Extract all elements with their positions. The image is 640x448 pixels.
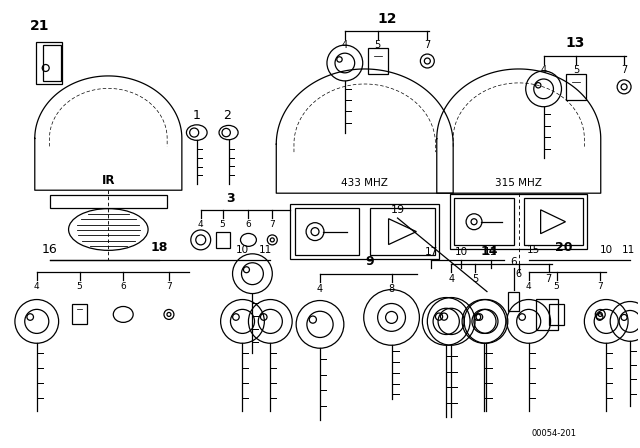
- Bar: [216, 232, 230, 248]
- Bar: [368, 48, 388, 74]
- Text: 21: 21: [30, 19, 49, 33]
- Text: 9: 9: [365, 255, 374, 268]
- Bar: [566, 74, 586, 100]
- Bar: [508, 292, 519, 311]
- Text: 5: 5: [220, 220, 225, 228]
- Text: 7: 7: [166, 282, 172, 291]
- Text: 19: 19: [390, 205, 404, 215]
- Text: 8: 8: [388, 284, 395, 293]
- Text: 4: 4: [448, 274, 454, 284]
- Text: 14: 14: [480, 246, 498, 258]
- Text: 20: 20: [555, 241, 572, 254]
- Text: 2: 2: [223, 109, 230, 122]
- Text: 6: 6: [516, 269, 522, 279]
- Text: 433 MHZ: 433 MHZ: [341, 178, 388, 188]
- Text: 10: 10: [600, 245, 612, 255]
- Text: 12: 12: [378, 12, 397, 26]
- Text: 6: 6: [120, 282, 126, 291]
- Bar: [290, 204, 439, 259]
- Text: 5: 5: [77, 282, 83, 291]
- Text: 6: 6: [246, 220, 252, 228]
- Text: 315 MHZ: 315 MHZ: [495, 178, 542, 188]
- Text: 1: 1: [193, 109, 201, 122]
- Text: 4: 4: [34, 282, 40, 291]
- Text: IR: IR: [102, 174, 115, 187]
- Text: 00054-201: 00054-201: [531, 429, 576, 438]
- Bar: [536, 298, 557, 330]
- Bar: [450, 194, 588, 249]
- Text: 10: 10: [454, 247, 468, 257]
- Text: 7: 7: [424, 40, 431, 50]
- Text: 7: 7: [545, 274, 552, 284]
- Text: 4: 4: [541, 65, 547, 75]
- Bar: [524, 198, 583, 245]
- Text: 15: 15: [527, 245, 540, 255]
- Bar: [548, 303, 564, 325]
- Text: 5: 5: [554, 282, 559, 291]
- Text: 7: 7: [621, 65, 627, 75]
- Text: 11: 11: [621, 245, 635, 255]
- Text: 4: 4: [198, 220, 204, 228]
- Text: 6: 6: [511, 257, 517, 267]
- Bar: [370, 208, 435, 255]
- Text: 4: 4: [342, 40, 348, 50]
- Bar: [294, 208, 359, 255]
- Bar: [454, 198, 514, 245]
- Text: 4: 4: [526, 282, 531, 291]
- Text: 5: 5: [472, 274, 478, 284]
- Text: 3: 3: [227, 192, 235, 205]
- Bar: [36, 42, 61, 84]
- Bar: [50, 195, 167, 207]
- Bar: [43, 45, 61, 81]
- Text: 13: 13: [566, 36, 585, 50]
- Text: 4: 4: [317, 284, 323, 293]
- Text: 5: 5: [573, 65, 580, 75]
- Text: 7: 7: [597, 282, 603, 291]
- Text: 11: 11: [484, 247, 497, 257]
- Text: 7: 7: [269, 220, 275, 228]
- Text: 18: 18: [150, 241, 168, 254]
- Text: 17: 17: [425, 247, 438, 257]
- Text: 16: 16: [42, 243, 58, 256]
- Bar: [72, 305, 88, 324]
- Text: 5: 5: [374, 40, 381, 50]
- Text: 10: 10: [236, 245, 249, 255]
- Text: 11: 11: [259, 245, 272, 255]
